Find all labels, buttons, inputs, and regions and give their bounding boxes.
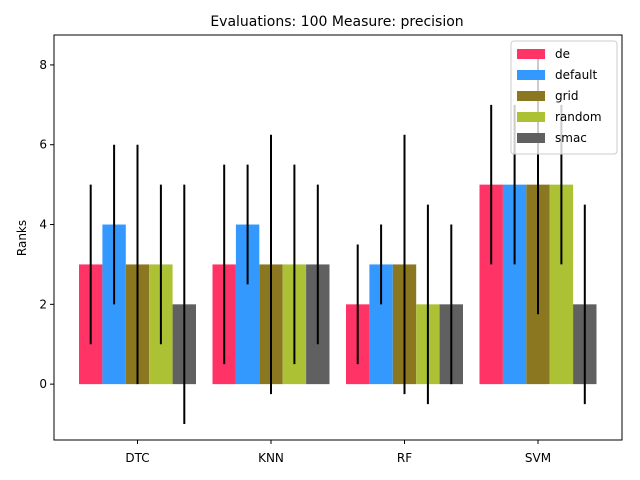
bar-de-SVM bbox=[479, 184, 503, 385]
bar-default-KNN bbox=[235, 224, 260, 385]
legend-label-default: default bbox=[555, 68, 598, 82]
y-tick-label: 2 bbox=[39, 297, 47, 311]
plot-frame bbox=[53, 34, 623, 441]
y-tick-label: 0 bbox=[39, 377, 47, 391]
legend-swatch-grid bbox=[517, 91, 545, 101]
chart-title: Evaluations: 100 Measure: precision bbox=[210, 14, 463, 30]
x-tick-label: RF bbox=[397, 451, 412, 465]
legend-swatch-random bbox=[517, 112, 545, 122]
y-tick-label: 4 bbox=[39, 218, 47, 232]
legend-box bbox=[510, 40, 618, 155]
legend-label-de: de bbox=[555, 47, 570, 61]
x-tick-label: DTC bbox=[125, 451, 149, 465]
x-tick-label: SVM bbox=[525, 451, 551, 465]
y-axis-label: Ranks bbox=[15, 220, 29, 256]
legend-swatch-de bbox=[517, 49, 545, 59]
tick-layer: 0 2 4 6 8 DTC KNN RF SVM bbox=[39, 58, 551, 465]
y-tick-label: 6 bbox=[39, 138, 47, 152]
bar-random-SVM bbox=[549, 184, 574, 385]
legend-label-smac: smac bbox=[555, 131, 587, 145]
legend-swatch-default bbox=[517, 70, 545, 80]
bar-default-SVM bbox=[502, 184, 527, 385]
bar-layer bbox=[79, 184, 597, 385]
errorbar-layer bbox=[89, 54, 586, 425]
y-tick-label: 8 bbox=[39, 58, 47, 72]
legend-label-grid: grid bbox=[555, 89, 579, 103]
legend: de default grid random smac bbox=[510, 40, 618, 155]
legend-swatch-smac bbox=[517, 133, 545, 143]
x-tick-label: KNN bbox=[258, 451, 284, 465]
legend-label-random: random bbox=[555, 110, 602, 124]
bar-default-RF bbox=[369, 264, 393, 385]
